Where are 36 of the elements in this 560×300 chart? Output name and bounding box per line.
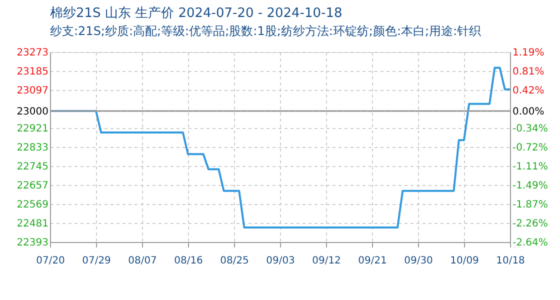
x-tick-label: 10/09 bbox=[450, 256, 479, 266]
y-tick-label: 22921 bbox=[16, 124, 48, 134]
y2-tick-label: -2.26% bbox=[512, 218, 548, 230]
x-tick-label: 08/25 bbox=[220, 256, 249, 266]
y2-tick-label: 1.19% bbox=[512, 48, 544, 58]
y2-tick-label: -0.34% bbox=[512, 123, 548, 134]
x-tick-label: 09/21 bbox=[358, 256, 387, 266]
y2-tick-label: -1.49% bbox=[512, 180, 548, 192]
y-tick-label: 22393 bbox=[16, 238, 48, 248]
x-tick-label: 09/12 bbox=[312, 256, 341, 266]
y2-tick-label: 0.81% bbox=[512, 66, 544, 78]
x-tick-label: 09/03 bbox=[266, 256, 295, 266]
y-tick-label: 22657 bbox=[16, 180, 48, 192]
x-tick-label: 10/18 bbox=[496, 256, 525, 266]
y-tick-label: 22569 bbox=[16, 200, 48, 210]
y-tick-label: 23000 bbox=[16, 106, 48, 118]
x-tick-label: 08/07 bbox=[128, 256, 157, 266]
y2-tick-label: -1.87% bbox=[512, 199, 548, 210]
y-tick-label: 23097 bbox=[16, 86, 48, 96]
chart-subtitle: 纱支:21S;纱质:高配;等级:优等品;股数:1股;纺纱方法:环锭纺;颜色:本白;用途:针织 bbox=[50, 24, 482, 38]
y-tick-label: 22745 bbox=[16, 162, 48, 172]
y2-tick-label: -2.64% bbox=[512, 238, 548, 248]
x-tick-label: 07/20 bbox=[36, 256, 65, 266]
y-tick-label: 23185 bbox=[16, 66, 48, 78]
y2-tick-label: 0.42% bbox=[512, 86, 544, 97]
x-tick-label: 07/29 bbox=[82, 256, 111, 266]
line-series bbox=[49, 66, 511, 229]
y-tick-label: 22833 bbox=[16, 142, 48, 154]
chart-title: 棉纱21S 山东 生产价 2024-07-20 - 2024-10-18 bbox=[50, 6, 342, 21]
y-tick-label: 23273 bbox=[16, 48, 48, 58]
x-tick-label: 09/30 bbox=[404, 256, 433, 266]
y2-tick-label: -1.11% bbox=[512, 162, 548, 173]
x-tick-label: 08/16 bbox=[174, 256, 203, 266]
y2-tick-label: -0.72% bbox=[512, 142, 548, 154]
y-tick-label: 22481 bbox=[16, 218, 48, 230]
y2-tick-label: 0.00% bbox=[512, 106, 544, 118]
